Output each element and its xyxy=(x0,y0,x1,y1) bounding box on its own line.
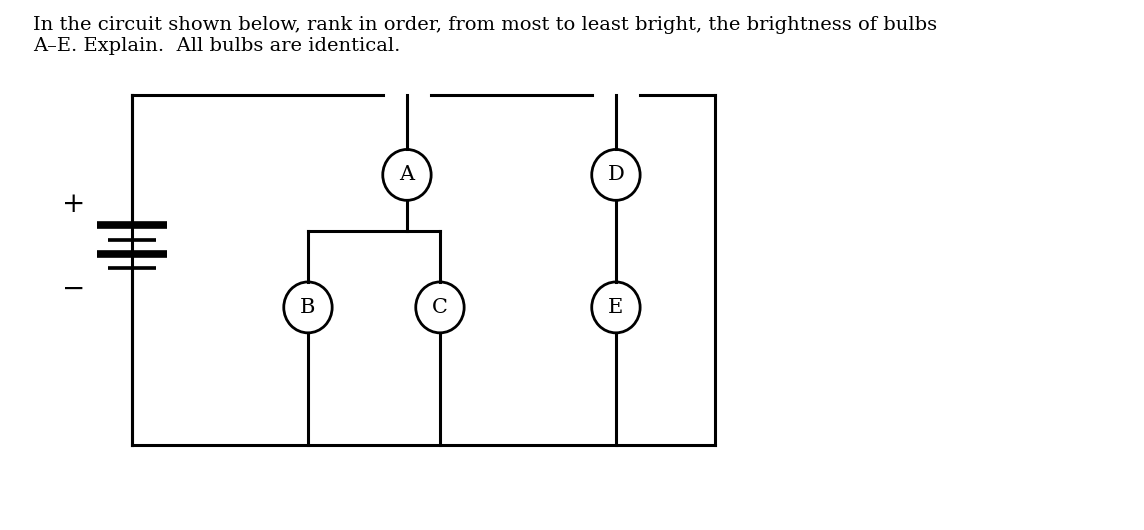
Text: −: − xyxy=(62,276,86,302)
Text: E: E xyxy=(609,298,623,317)
Text: C: C xyxy=(432,298,448,317)
Text: A: A xyxy=(399,165,414,184)
Text: D: D xyxy=(607,165,625,184)
Text: In the circuit shown below, rank in order, from most to least bright, the bright: In the circuit shown below, rank in orde… xyxy=(33,16,937,55)
Text: B: B xyxy=(300,298,316,317)
Text: +: + xyxy=(62,191,86,217)
